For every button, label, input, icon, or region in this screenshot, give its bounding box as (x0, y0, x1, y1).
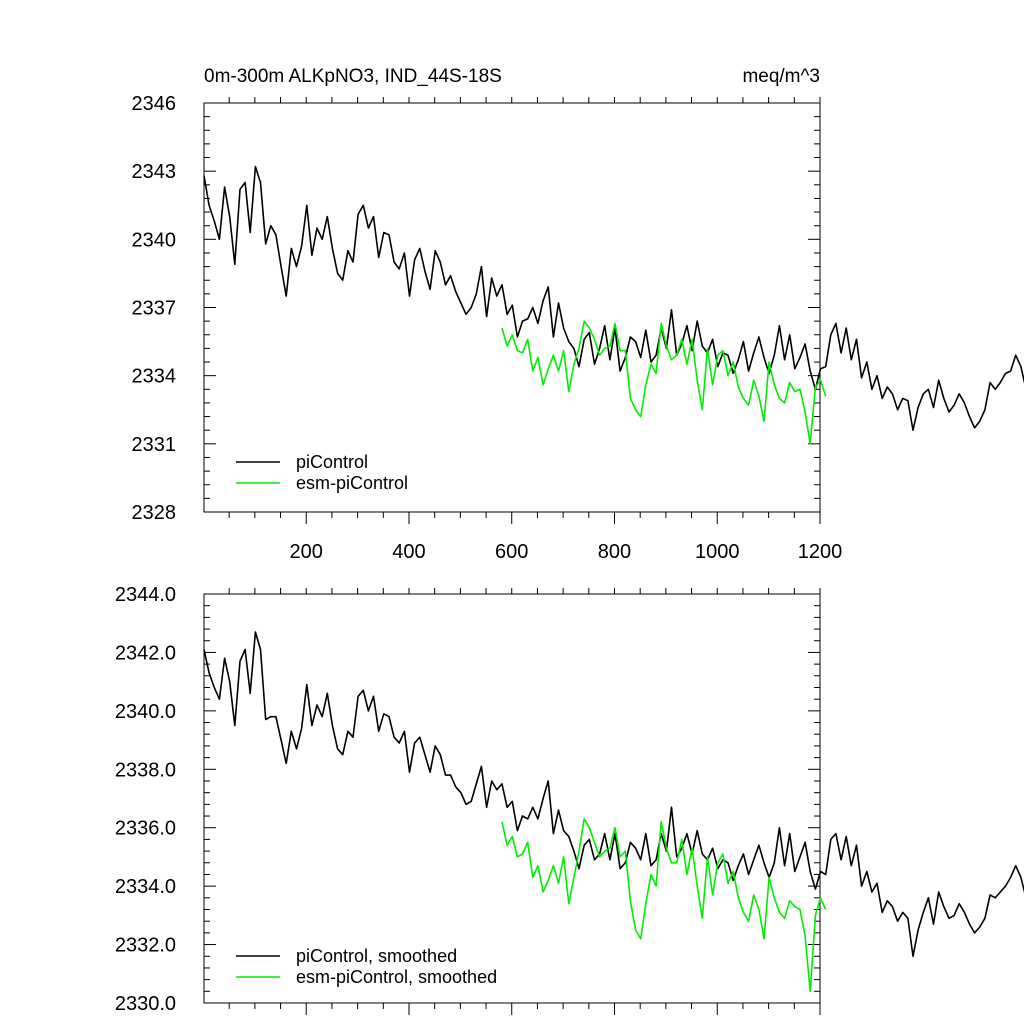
y-tick-label: 2328 (132, 502, 177, 524)
legend-label: piControl, smoothed (296, 946, 457, 966)
plot-frame (203, 593, 821, 1004)
top-chart-panel: 2328 2331 2334 2337 2340 2343 2346 200 400 600 800… (132, 93, 1024, 563)
series-line-picontrol (203, 165, 1024, 432)
y-tick-label: 2337 (132, 298, 177, 320)
y-tick-label: 2343 (132, 161, 177, 183)
bottom-chart-panel: 2330.0 2332.0 2334.0 2336.0 2338.0 2340.0 2342… (115, 584, 1024, 1015)
series-line-esm-picontrol (501, 320, 827, 445)
legend-label: esm-piControl, smoothed (296, 967, 497, 987)
x-tick-label: 400 (392, 541, 425, 563)
legend-label: piControl (296, 452, 368, 472)
y-tick-label: 2330.0 (115, 993, 176, 1015)
y-tick-label: 2340 (132, 229, 177, 251)
y-tick-label: 2342.0 (115, 642, 176, 664)
x-tick-label: 800 (598, 541, 631, 563)
x-tick-label: 200 (290, 541, 323, 563)
y-tick-label: 2334 (132, 366, 177, 388)
y-tick-label: 2338.0 (115, 759, 176, 781)
series-line-esm-picontrol (501, 818, 827, 993)
x-tick-label: 1200 (798, 541, 843, 563)
series-line-picontrol (203, 631, 1024, 958)
chart-title-units: meq/m^3 (742, 66, 820, 87)
y-tick-label: 2332.0 (115, 935, 176, 957)
chart-title-left: 0m-300m ALKpNO3, IND_44S-18S (204, 66, 502, 87)
legend-label: esm-piControl (296, 473, 408, 493)
x-tick-label: 1000 (695, 541, 740, 563)
y-tick-label: 2340.0 (115, 701, 176, 723)
x-tick-label: 600 (495, 541, 528, 563)
y-tick-label: 2334.0 (115, 876, 176, 898)
y-tick-label: 2331 (132, 434, 177, 456)
y-tick-label: 2344.0 (115, 584, 176, 606)
y-tick-label: 2346 (132, 93, 177, 115)
y-tick-label: 2336.0 (115, 818, 176, 840)
